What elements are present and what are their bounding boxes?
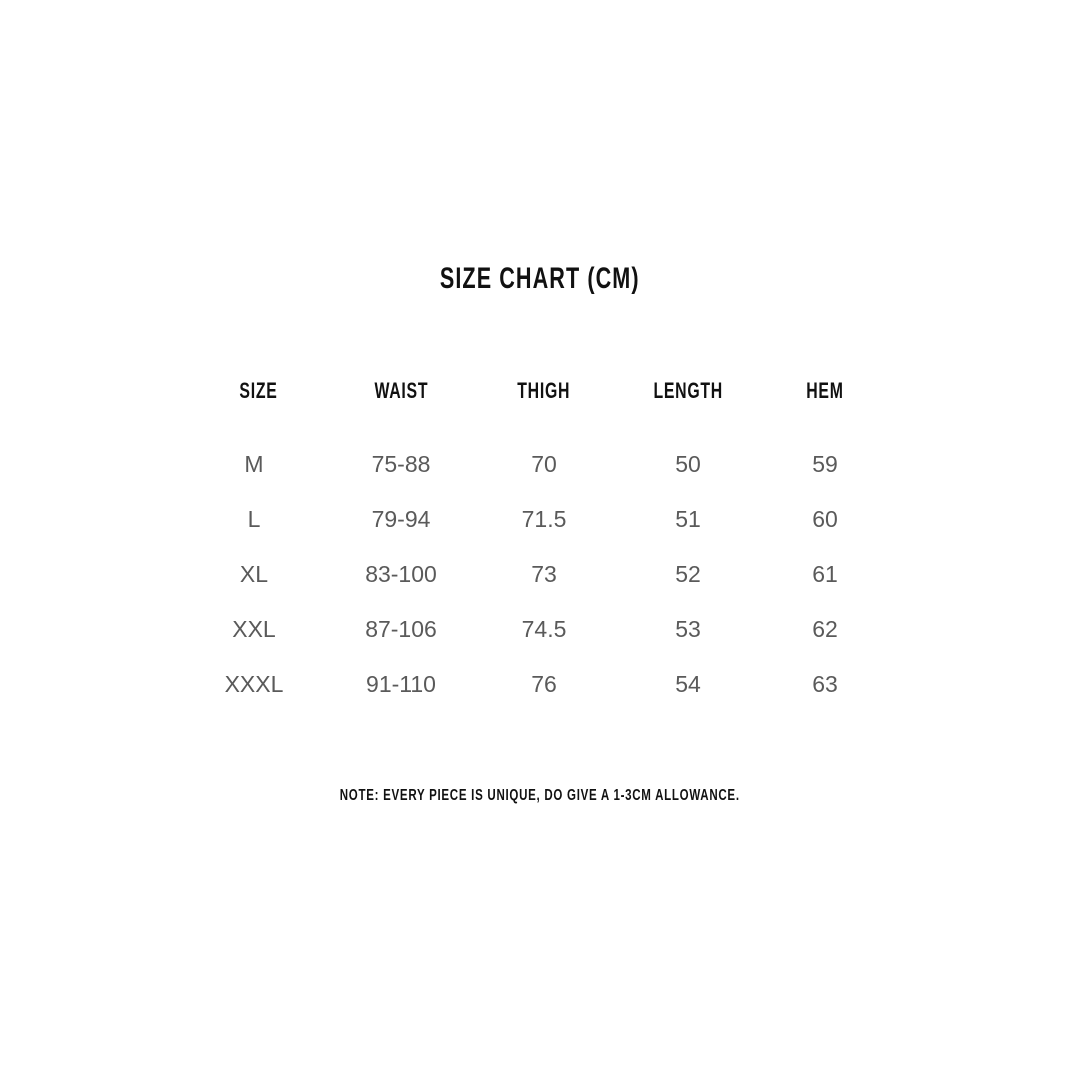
column-header-thigh: THIGH <box>517 378 571 403</box>
table-cell-hem: 61 <box>812 561 838 587</box>
allowance-note: NOTE: EVERY PIECE IS UNIQUE, DO GIVE A 1… <box>340 787 740 804</box>
table-cell-size: XXXL <box>224 671 284 697</box>
column-header-hem: HEM <box>806 378 844 403</box>
table-cell-thigh: 73 <box>531 561 557 587</box>
table-cell-thigh: 76 <box>531 671 557 697</box>
table-cell-length: 50 <box>675 451 701 477</box>
table-cell-length: 53 <box>675 616 701 642</box>
table-cell-waist: 79-94 <box>371 506 431 532</box>
table-cell-waist: 83-100 <box>365 561 437 587</box>
table-cell-size: XXL <box>232 616 276 642</box>
table-cell-length: 52 <box>675 561 701 587</box>
table-cell-hem: 59 <box>812 451 838 477</box>
table-cell-waist: 75-88 <box>371 451 431 477</box>
column-header-waist: WAIST <box>374 378 428 403</box>
table-cell-thigh: 70 <box>531 451 557 477</box>
table-cell-waist: 87-106 <box>365 616 437 642</box>
table-cell-thigh: 71.5 <box>521 506 567 532</box>
table-cell-thigh: 74.5 <box>521 616 567 642</box>
size-chart-title: SIZE CHART (CM) <box>440 262 640 295</box>
column-header-length: LENGTH <box>653 378 723 403</box>
table-cell-waist: 91-110 <box>366 671 436 697</box>
column-header-size: SIZE <box>238 378 278 403</box>
table-cell-size: L <box>247 506 261 532</box>
table-cell-size: XL <box>239 561 269 587</box>
table-cell-size: M <box>244 451 264 477</box>
table-cell-hem: 60 <box>812 506 838 532</box>
table-cell-hem: 63 <box>812 671 838 697</box>
table-cell-length: 54 <box>675 671 701 697</box>
table-cell-length: 51 <box>675 506 701 532</box>
table-cell-hem: 62 <box>812 616 838 642</box>
